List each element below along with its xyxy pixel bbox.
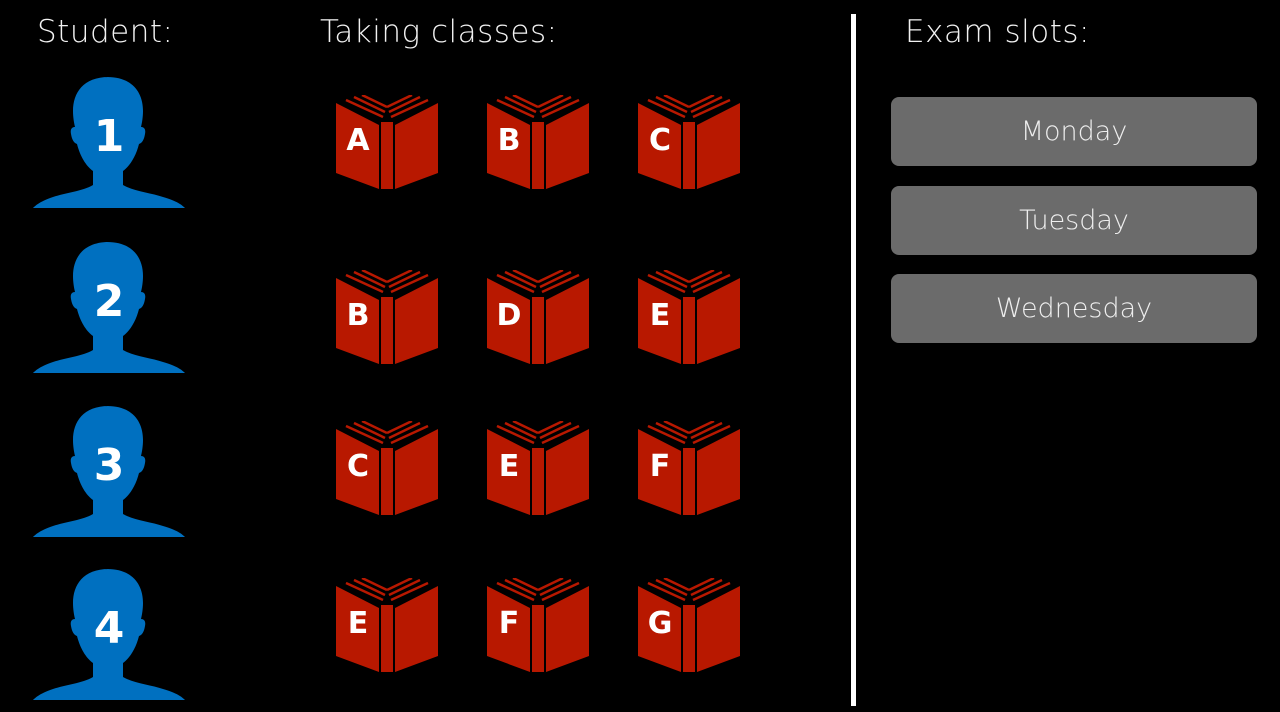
class-book-c: C bbox=[336, 421, 438, 515]
student-1: 1 bbox=[33, 75, 185, 208]
exam-slot-wednesday[interactable]: Wednesday bbox=[891, 274, 1257, 343]
class-label: A bbox=[346, 123, 370, 158]
book-icon bbox=[336, 270, 438, 364]
class-book-a: A bbox=[336, 95, 438, 189]
student-2: 2 bbox=[33, 240, 185, 373]
student-number: 2 bbox=[93, 276, 125, 327]
class-label: E bbox=[498, 449, 520, 484]
book-icon bbox=[487, 578, 589, 672]
exam-slots-header: Exam slots: bbox=[905, 14, 1090, 50]
class-book-b: B bbox=[336, 270, 438, 364]
classes-header: Taking classes: bbox=[320, 14, 558, 50]
student-4: 4 bbox=[33, 567, 185, 700]
book-icon bbox=[487, 270, 589, 364]
person-icon bbox=[33, 406, 185, 537]
exam-slot-monday[interactable]: Monday bbox=[891, 97, 1257, 166]
student-number: 1 bbox=[93, 111, 125, 162]
book-icon bbox=[638, 578, 740, 672]
book-icon bbox=[638, 421, 740, 515]
book-icon bbox=[487, 421, 589, 515]
student-number: 3 bbox=[93, 440, 125, 491]
class-label: C bbox=[648, 123, 672, 158]
class-book-d: D bbox=[487, 270, 589, 364]
class-book-e: E bbox=[487, 421, 589, 515]
book-icon bbox=[638, 95, 740, 189]
person-icon bbox=[33, 242, 185, 373]
person-icon bbox=[33, 569, 185, 700]
class-label: B bbox=[497, 123, 521, 158]
person-icon bbox=[33, 77, 185, 208]
book-icon bbox=[638, 270, 740, 364]
student-number: 4 bbox=[93, 603, 125, 654]
exam-slot-tuesday[interactable]: Tuesday bbox=[891, 186, 1257, 255]
book-icon bbox=[336, 95, 438, 189]
student-3: 3 bbox=[33, 404, 185, 537]
class-book-g: G bbox=[638, 578, 740, 672]
class-label: B bbox=[346, 298, 370, 333]
class-label: E bbox=[649, 298, 671, 333]
class-book-f: F bbox=[638, 421, 740, 515]
class-book-e: E bbox=[336, 578, 438, 672]
class-label: F bbox=[498, 606, 520, 641]
class-label: C bbox=[346, 449, 370, 484]
class-book-b: B bbox=[487, 95, 589, 189]
class-book-c: C bbox=[638, 95, 740, 189]
class-label: D bbox=[496, 298, 522, 333]
class-label: F bbox=[649, 449, 671, 484]
book-icon bbox=[336, 578, 438, 672]
book-icon bbox=[336, 421, 438, 515]
divider bbox=[851, 14, 856, 706]
class-label: G bbox=[647, 606, 673, 641]
book-icon bbox=[487, 95, 589, 189]
class-book-f: F bbox=[487, 578, 589, 672]
student-header: Student: bbox=[37, 14, 174, 50]
class-label: E bbox=[347, 606, 369, 641]
class-book-e: E bbox=[638, 270, 740, 364]
